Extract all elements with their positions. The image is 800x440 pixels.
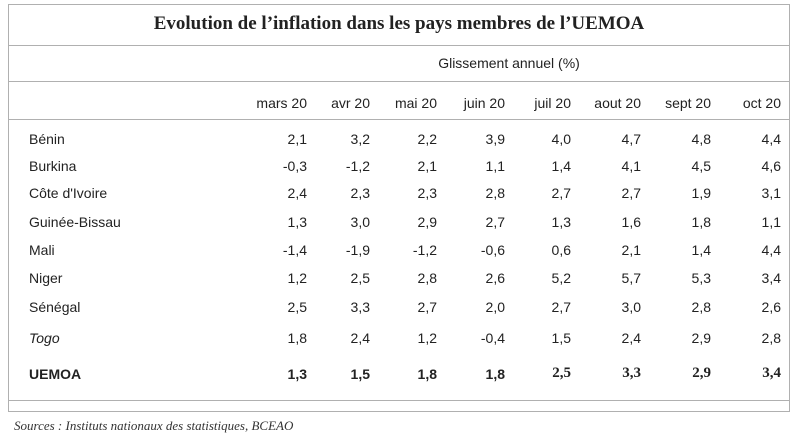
table-cell: 4,4 bbox=[761, 242, 781, 258]
table-cell: -0,4 bbox=[480, 330, 505, 346]
table-cell: 1,6 bbox=[621, 214, 641, 230]
table-cell: 1,9 bbox=[691, 185, 711, 201]
table-cell: 1,3 bbox=[287, 214, 307, 230]
row-label: Sénégal bbox=[29, 299, 81, 315]
table-cell: 4,1 bbox=[621, 158, 641, 174]
column-header: mai 20 bbox=[394, 95, 437, 111]
table-cell: 4,8 bbox=[691, 131, 711, 147]
table-cell: 1,1 bbox=[485, 158, 505, 174]
table-cell: 0,6 bbox=[551, 242, 571, 258]
table-cell: 3,0 bbox=[621, 299, 641, 315]
table-cell: 2,9 bbox=[691, 330, 711, 346]
table-cell: 2,4 bbox=[287, 185, 307, 201]
table-cell: 2,9 bbox=[417, 214, 437, 230]
table-cell: 4,4 bbox=[761, 131, 781, 147]
table-cell: 2,4 bbox=[350, 330, 370, 346]
table-cell: 2,8 bbox=[417, 270, 437, 286]
table-cell: 5,2 bbox=[551, 270, 571, 286]
table-cell: 2,8 bbox=[691, 299, 711, 315]
total-cell: 1,8 bbox=[485, 366, 505, 382]
table-cell: 1,2 bbox=[417, 330, 437, 346]
inflation-table: Evolution de l’inflation dans les pays m… bbox=[8, 4, 790, 412]
table-cell: 1,3 bbox=[551, 214, 571, 230]
table-cell: 1,8 bbox=[691, 214, 711, 230]
total-cell: 1,3 bbox=[287, 366, 307, 382]
table-cell: 2,5 bbox=[287, 299, 307, 315]
table-cell: 2,7 bbox=[551, 299, 571, 315]
source-note: Sources : Instituts nationaux des statis… bbox=[14, 418, 294, 433]
table-cell: 2,2 bbox=[417, 131, 437, 147]
table-title: Evolution de l’inflation dans les pays m… bbox=[153, 13, 645, 34]
table-cell: 2,1 bbox=[621, 242, 641, 258]
subheader-divider bbox=[9, 81, 789, 82]
table-cell: 2,6 bbox=[761, 299, 781, 315]
table-cell: 2,8 bbox=[485, 185, 505, 201]
table-cell: -1,4 bbox=[282, 242, 307, 258]
total-cell: 2,9 bbox=[692, 365, 711, 381]
table-cell: 2,7 bbox=[551, 185, 571, 201]
table-cell: 2,1 bbox=[417, 158, 437, 174]
total-cell: 1,5 bbox=[350, 366, 370, 382]
table-cell: 3,1 bbox=[761, 185, 781, 201]
row-label: Niger bbox=[29, 270, 63, 286]
table-cell: 4,6 bbox=[761, 158, 781, 174]
table-cell: 2,7 bbox=[621, 185, 641, 201]
table-cell: 3,0 bbox=[350, 214, 370, 230]
table-cell: -1,2 bbox=[412, 242, 437, 258]
table-cell: 3,9 bbox=[485, 131, 505, 147]
column-header: oct 20 bbox=[742, 95, 781, 111]
table-cell: 3,4 bbox=[761, 270, 781, 286]
column-header: mars 20 bbox=[256, 95, 307, 111]
table-cell: 4,0 bbox=[551, 131, 571, 147]
table-cell: 2,7 bbox=[485, 214, 505, 230]
total-row-label: UEMOA bbox=[29, 366, 82, 382]
table-cell: 4,7 bbox=[621, 131, 641, 147]
table-cell: -0,6 bbox=[480, 242, 505, 258]
row-label: Burkina bbox=[29, 158, 77, 174]
row-label: Bénin bbox=[29, 131, 65, 147]
total-cell: 2,5 bbox=[552, 365, 571, 381]
table-cell: 1,2 bbox=[287, 270, 307, 286]
row-label: Côte d'Ivoire bbox=[29, 185, 108, 201]
table-cell: 2,5 bbox=[350, 270, 370, 286]
table-cell: 2,8 bbox=[761, 330, 781, 346]
table-cell: 2,3 bbox=[350, 185, 370, 201]
table-cell: 4,5 bbox=[691, 158, 711, 174]
total-cell: 1,8 bbox=[417, 366, 437, 382]
table-cell: 5,3 bbox=[691, 270, 711, 286]
table-cell: 2,4 bbox=[621, 330, 641, 346]
column-header: juil 20 bbox=[534, 95, 571, 111]
table-cell: 2,6 bbox=[485, 270, 505, 286]
table-cell: 3,2 bbox=[350, 131, 370, 147]
table-cell: 5,7 bbox=[621, 270, 641, 286]
table-cell: 3,3 bbox=[350, 299, 370, 315]
table-cell: -1,2 bbox=[345, 158, 370, 174]
row-label: Mali bbox=[29, 242, 55, 258]
column-header: juin 20 bbox=[463, 95, 505, 111]
table-cell: -0,3 bbox=[282, 158, 307, 174]
header-divider bbox=[9, 119, 789, 120]
table-cell: 1,1 bbox=[761, 214, 781, 230]
table-cell: 1,8 bbox=[287, 330, 307, 346]
table-cell: 1,5 bbox=[551, 330, 571, 346]
table-cell: 2,1 bbox=[287, 131, 307, 147]
table-cell: 2,7 bbox=[417, 299, 437, 315]
table-cell: 2,0 bbox=[485, 299, 505, 315]
table-cell: -1,9 bbox=[345, 242, 370, 258]
column-header: avr 20 bbox=[331, 95, 370, 111]
total-cell: 3,4 bbox=[762, 365, 781, 381]
row-label: Guinée-Bissau bbox=[29, 214, 121, 230]
title-divider bbox=[9, 45, 789, 46]
table-cell: 1,4 bbox=[691, 242, 711, 258]
column-header: sept 20 bbox=[665, 95, 711, 111]
table-bottom-divider bbox=[9, 400, 789, 401]
column-header: aout 20 bbox=[594, 95, 641, 111]
subheader: Glissement annuel (%) bbox=[438, 55, 580, 71]
row-label: Togo bbox=[29, 330, 60, 346]
total-cell: 3,3 bbox=[622, 365, 641, 381]
table-cell: 2,3 bbox=[417, 185, 437, 201]
table-cell: 1,4 bbox=[551, 158, 571, 174]
